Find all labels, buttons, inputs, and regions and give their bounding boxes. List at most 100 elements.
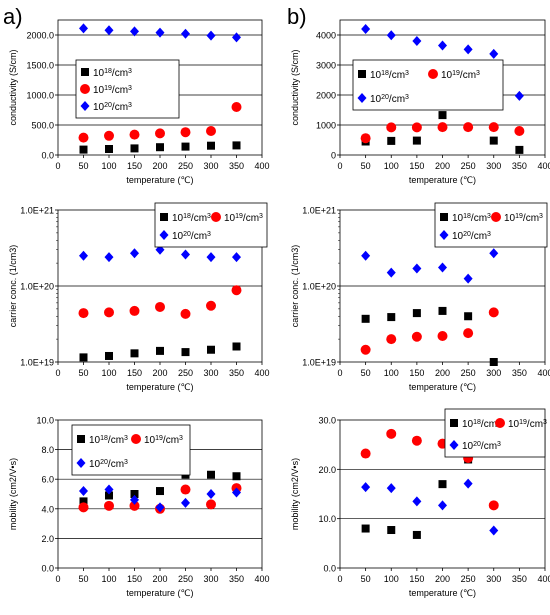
data-point bbox=[180, 127, 191, 138]
series-0 bbox=[79, 342, 241, 362]
data-point bbox=[79, 23, 88, 34]
legend-box bbox=[75, 59, 180, 119]
data-point bbox=[104, 500, 114, 511]
series-2 bbox=[79, 484, 241, 513]
data-point bbox=[78, 308, 89, 319]
x-tick-label: 50 bbox=[78, 574, 88, 584]
x-tick-label: 150 bbox=[409, 574, 424, 584]
data-point bbox=[104, 25, 114, 36]
y-tick-label: 1.0E+21 bbox=[20, 206, 54, 216]
legend-label: 1020/cm3 bbox=[462, 441, 501, 453]
data-point bbox=[78, 132, 89, 143]
data-point bbox=[155, 502, 165, 513]
x-axis-label: temperature (℃) bbox=[409, 175, 476, 185]
data-point bbox=[104, 484, 114, 495]
panel-label-b: b) bbox=[287, 4, 307, 29]
data-point bbox=[155, 128, 165, 139]
data-point bbox=[437, 330, 448, 341]
x-tick-label: 150 bbox=[409, 161, 424, 171]
series-0 bbox=[361, 111, 524, 154]
y-tick-label: 1.0E+21 bbox=[302, 206, 336, 216]
data-point bbox=[412, 36, 422, 46]
data-point bbox=[488, 307, 499, 318]
y-tick-label: 4.0 bbox=[41, 504, 54, 514]
data-point bbox=[79, 250, 88, 261]
data-point bbox=[386, 30, 396, 41]
data-point bbox=[206, 489, 216, 499]
y-axis-label: conductivity (S/cm) bbox=[290, 49, 300, 125]
data-point bbox=[130, 144, 139, 153]
data-point bbox=[231, 102, 242, 112]
legend-marker bbox=[80, 84, 90, 94]
x-tick-label: 300 bbox=[486, 161, 501, 171]
x-tick-label: 250 bbox=[178, 368, 193, 378]
data-point bbox=[104, 307, 114, 318]
x-tick-label: 350 bbox=[512, 574, 527, 584]
legend-marker bbox=[450, 419, 458, 427]
legend-label: 1019/cm3 bbox=[93, 85, 132, 97]
data-point bbox=[232, 32, 241, 43]
legend-box bbox=[434, 202, 548, 248]
data-point bbox=[181, 142, 190, 151]
data-point bbox=[180, 308, 191, 319]
y-tick-label: 3000 bbox=[316, 61, 336, 71]
x-tick-label: 250 bbox=[461, 368, 476, 378]
data-point bbox=[463, 44, 473, 55]
y-axis-label: carrier conc. (1/cm3) bbox=[8, 245, 18, 328]
series-1 bbox=[78, 102, 242, 143]
y-axis-label: mobility (cm2/V•s) bbox=[8, 458, 18, 530]
x-tick-label: 300 bbox=[203, 368, 218, 378]
y-tick-label: 0 bbox=[331, 151, 336, 161]
data-point bbox=[387, 313, 396, 322]
y-tick-label: 0.0 bbox=[41, 564, 54, 574]
x-tick-label: 200 bbox=[435, 574, 450, 584]
data-point bbox=[360, 133, 371, 144]
y-tick-label: 1.0E+20 bbox=[302, 282, 336, 292]
chart-a-mobility: 0.0 2.0 4.0 6.0 8.0 10.0 0 50 100 150 200 250 300 350… bbox=[8, 416, 270, 599]
data-point bbox=[130, 349, 139, 358]
data-point bbox=[156, 346, 164, 355]
data-point bbox=[411, 331, 422, 342]
data-point bbox=[488, 122, 499, 133]
y-tick-label: 1.0E+19 bbox=[20, 358, 54, 368]
y-tick-label: 6.0 bbox=[41, 475, 54, 485]
data-point bbox=[360, 344, 371, 355]
series-2 bbox=[361, 24, 524, 101]
data-point bbox=[232, 487, 241, 498]
data-point bbox=[156, 143, 164, 152]
data-point bbox=[386, 122, 397, 133]
data-point bbox=[206, 30, 216, 41]
x-tick-label: 50 bbox=[78, 368, 88, 378]
data-point bbox=[412, 496, 422, 507]
chart-a-conductivity: 0.0 500.0 1000.0 1500.0 2000.0 0 50 100 150 200 25… bbox=[8, 19, 270, 185]
data-point bbox=[438, 306, 447, 315]
legend-marker bbox=[449, 440, 459, 450]
series-1 bbox=[360, 122, 525, 144]
data-point bbox=[411, 122, 422, 133]
y-tick-label: 1.0E+20 bbox=[20, 282, 54, 292]
x-tick-label: 400 bbox=[254, 574, 269, 584]
x-tick-label: 350 bbox=[229, 161, 244, 171]
data-point bbox=[361, 250, 371, 261]
series-1 bbox=[78, 483, 242, 514]
data-point bbox=[206, 252, 216, 263]
y-tick-label: 2000.0 bbox=[26, 31, 54, 41]
y-tick-label: 30.0 bbox=[318, 416, 336, 426]
chart-b-mobility: 0.0 10.0 20.0 30.0 0 50 100 150 200 250 300 350 400 t… bbox=[290, 408, 550, 598]
x-tick-label: 0 bbox=[55, 574, 60, 584]
data-point bbox=[386, 428, 397, 439]
legend-marker bbox=[428, 69, 438, 79]
y-axis-label: conductivity (S/cm) bbox=[8, 49, 18, 125]
data-point bbox=[104, 130, 114, 141]
legend-marker bbox=[357, 93, 367, 103]
series-2 bbox=[361, 248, 499, 284]
legend-marker bbox=[491, 212, 501, 222]
x-tick-label: 250 bbox=[178, 161, 193, 171]
x-tick-label: 200 bbox=[152, 161, 167, 171]
x-tick-label: 100 bbox=[384, 368, 399, 378]
data-point bbox=[232, 141, 241, 150]
data-point bbox=[463, 122, 474, 133]
